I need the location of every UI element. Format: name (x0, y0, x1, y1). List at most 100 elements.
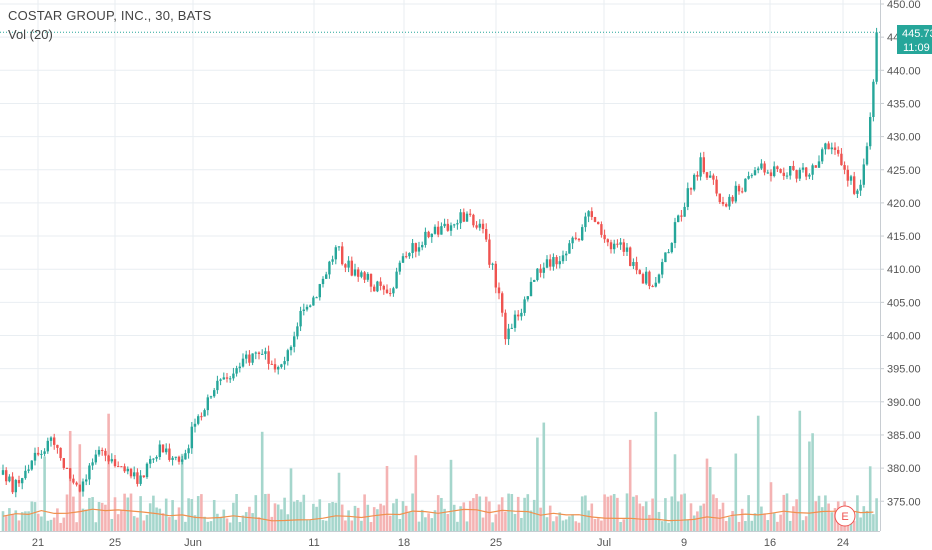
candle-body (606, 239, 609, 243)
volume-bar (555, 516, 558, 531)
candle-body (1, 470, 5, 475)
candle-body (11, 476, 14, 493)
earnings-icon[interactable] (834, 505, 856, 527)
candle-body (241, 358, 245, 367)
candle-body (808, 174, 811, 177)
candle-body (686, 188, 689, 207)
candle-body (328, 261, 331, 275)
volume-bar (785, 493, 789, 531)
candle-body (155, 457, 158, 459)
volume-bar (305, 520, 309, 531)
candle-body (680, 215, 683, 217)
volume-bar (449, 459, 453, 531)
candle-body (443, 223, 446, 227)
candle-body (129, 468, 133, 477)
volume-bar (443, 508, 446, 531)
volume-bar (580, 496, 584, 531)
volume-bar (452, 504, 456, 531)
volume-bar (520, 517, 523, 531)
volume-bar (616, 497, 619, 531)
candle-body (152, 458, 155, 460)
volume-bar (753, 513, 757, 531)
volume-bar (856, 495, 859, 531)
volume-bar (510, 494, 514, 531)
candle-body (600, 224, 603, 235)
volume-bar (200, 494, 203, 531)
volume-bar (536, 437, 539, 531)
volume-bar (241, 515, 245, 531)
price-axis[interactable]: 375.00 380.00 385.00 390.00 395.00 400.00 405.… (880, 0, 932, 550)
volume-bar (228, 522, 232, 531)
volume-bar (414, 455, 418, 531)
volume-bar (692, 515, 696, 531)
candle-body (408, 252, 411, 257)
volume-bar (148, 503, 152, 531)
candle-body (289, 346, 293, 351)
candle-body (347, 260, 350, 268)
volume-bar (267, 493, 270, 531)
volume-bar (372, 507, 376, 531)
candle-body (555, 257, 558, 265)
volume-bar (344, 520, 347, 531)
candle-body (440, 226, 443, 235)
volume-bar (11, 513, 14, 531)
time-axis[interactable]: 21 25 Jun 11 18 25 Jul 9 16 24 (0, 531, 880, 550)
volume-bar (673, 454, 677, 531)
y-tick-label: 430.00 (887, 132, 921, 144)
volume-bar (360, 520, 363, 531)
volume-bar (737, 521, 741, 531)
candle-body (181, 459, 184, 462)
candle-body (283, 361, 286, 365)
candle-body (75, 482, 78, 485)
candle-body (769, 172, 773, 177)
candle-body (37, 452, 40, 455)
x-tick-label: Jun (184, 537, 202, 549)
volume-bar (488, 501, 491, 531)
volume-bar (24, 511, 27, 531)
candle-body (721, 202, 725, 205)
volume-bar (820, 507, 824, 531)
candle-body (270, 363, 273, 365)
candle-body (107, 455, 110, 462)
candle-body (94, 454, 97, 463)
candle-body (507, 328, 510, 340)
earnings-marker[interactable]: E (834, 505, 856, 527)
volume-bar (136, 517, 139, 531)
candle-body (472, 214, 475, 226)
volume-bar (689, 503, 693, 531)
volume-bar (715, 498, 718, 531)
y-tick-label: 390.00 (887, 397, 921, 409)
candle-body (357, 269, 360, 277)
volume-bar (587, 510, 590, 531)
candle-body (110, 459, 113, 462)
candle-body (849, 176, 853, 181)
volume-bar (801, 520, 805, 531)
candle-body (549, 259, 552, 267)
volume-bar (308, 520, 312, 531)
volume-bar (747, 495, 750, 531)
volume-bar (104, 504, 107, 531)
volume-bar (408, 512, 411, 531)
volume-bar (795, 499, 798, 531)
candle-body (465, 213, 469, 222)
candle-body (158, 444, 161, 458)
volume-bar (206, 521, 210, 531)
candle-body (53, 437, 56, 445)
volume-bar (763, 513, 766, 531)
candle-body (101, 449, 104, 451)
volume-indicator-label[interactable]: Vol (20) (8, 27, 53, 42)
volume-moving-average (2, 508, 874, 522)
candle-body (529, 281, 533, 297)
volume-bar (260, 431, 264, 531)
candle-body (533, 280, 536, 282)
earnings-letter: E (841, 511, 848, 523)
volume-bar (766, 520, 770, 531)
candle-body (728, 196, 731, 207)
candle-body (49, 437, 53, 441)
candle-body (475, 225, 478, 228)
candle-body (350, 260, 353, 276)
volume-bar (142, 520, 146, 531)
volume-bar (619, 521, 622, 531)
volume-bar (548, 505, 552, 531)
